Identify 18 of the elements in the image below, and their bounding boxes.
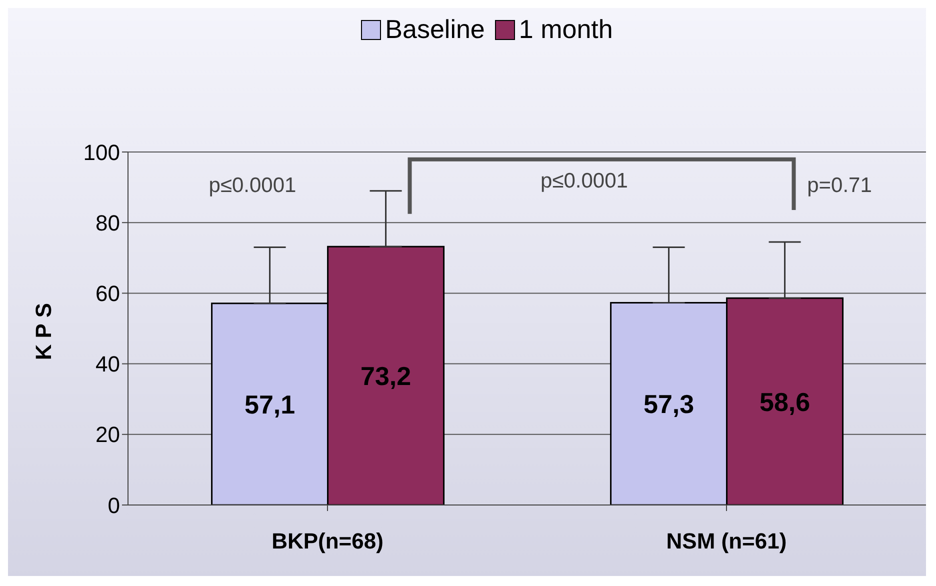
y-tick-label: 40 <box>96 352 120 377</box>
y-tick-label: 20 <box>96 422 120 448</box>
y-tick-label: 0 <box>108 492 120 518</box>
annotation: p≤0.0001 <box>540 169 628 192</box>
annotation: p≤0.0001 <box>208 174 296 197</box>
x-tick-label: BKP(n=68) <box>272 528 384 554</box>
y-tick-label: 100 <box>83 140 120 165</box>
legend-label: Baseline <box>385 14 485 45</box>
data-label: 57,3 <box>643 389 694 420</box>
data-label: 57,1 <box>244 389 296 420</box>
x-tick-label: NSM (n=61) <box>666 528 787 554</box>
annotation: p=0.71 <box>807 174 872 197</box>
data-label: 73,2 <box>360 361 412 392</box>
y-tick-label: 80 <box>96 210 120 236</box>
data-label: 58,6 <box>759 386 810 417</box>
y-axis-title: KPS <box>30 296 56 360</box>
y-tick-label: 60 <box>96 281 120 306</box>
legend-label: 1 month <box>518 14 613 45</box>
